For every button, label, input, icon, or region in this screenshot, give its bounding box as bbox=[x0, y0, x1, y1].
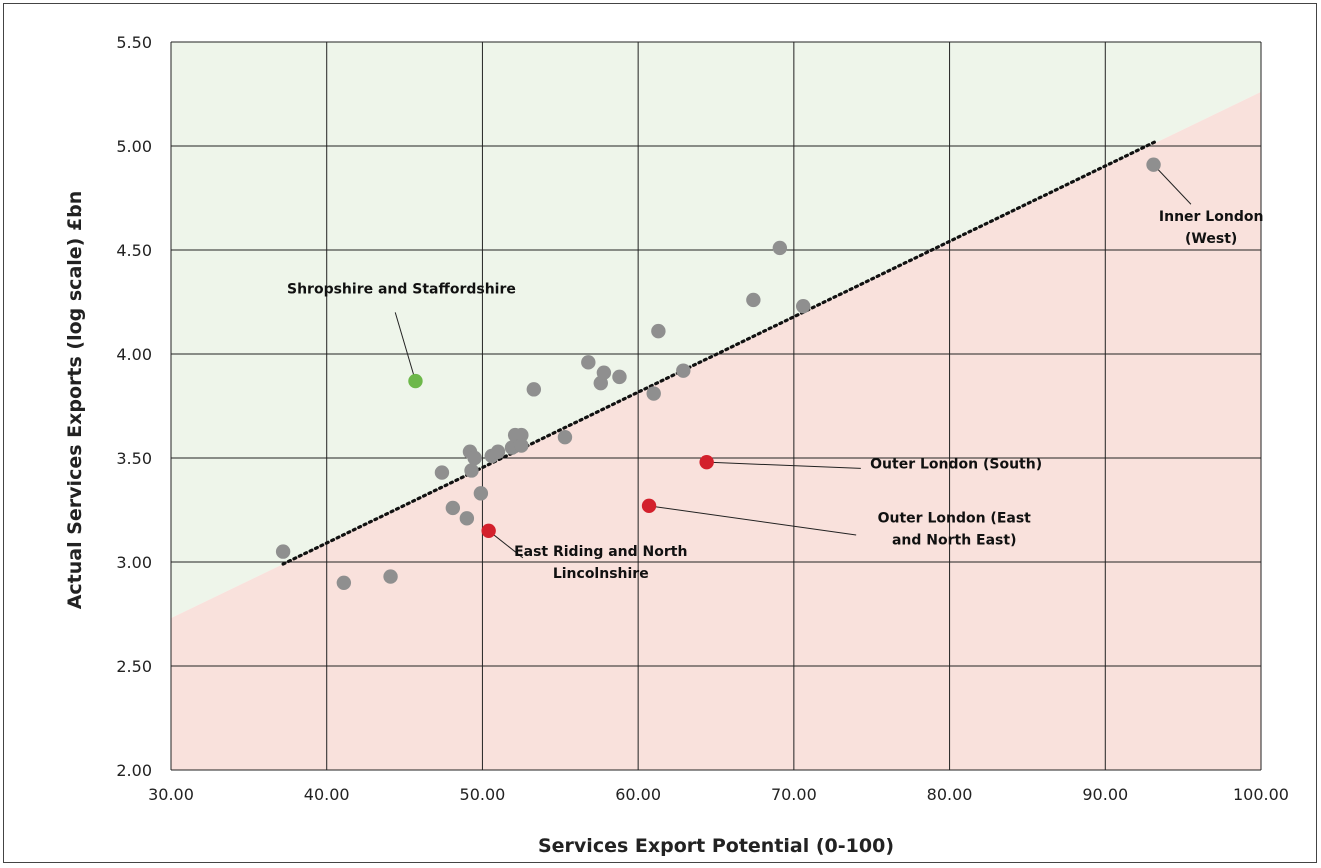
data-point bbox=[699, 454, 714, 470]
data-point bbox=[651, 323, 666, 339]
data-point bbox=[526, 382, 542, 397]
x-tick-label: 60.00 bbox=[615, 785, 661, 804]
y-tick-label: 4.00 bbox=[116, 345, 152, 364]
x-tick-label: 30.00 bbox=[148, 785, 194, 804]
data-point bbox=[275, 544, 291, 559]
annotation-line: Outer London (South) bbox=[870, 456, 1042, 472]
data-point bbox=[481, 523, 496, 538]
data-point bbox=[612, 369, 627, 385]
y-tick-label: 5.50 bbox=[116, 33, 152, 52]
x-axis-title: Services Export Potential (0-100) bbox=[538, 835, 894, 857]
x-tick-label: 50.00 bbox=[460, 785, 506, 804]
data-point bbox=[408, 373, 423, 389]
trendline-path bbox=[281, 140, 1157, 566]
data-point bbox=[514, 438, 529, 453]
data-point bbox=[1146, 157, 1161, 172]
annotation-line: Outer London (East bbox=[878, 510, 1032, 526]
data-point bbox=[581, 355, 596, 370]
leader-line bbox=[706, 461, 861, 469]
data-point bbox=[383, 569, 398, 584]
annotation-line: Shropshire and Staffordshire bbox=[287, 282, 516, 298]
data-point bbox=[746, 292, 761, 308]
x-tick-label: 70.00 bbox=[771, 785, 817, 804]
y-tick-label: 5.00 bbox=[116, 137, 152, 156]
y-axis-title: Actual Services Exports (log scale) £bn bbox=[64, 191, 86, 610]
y-tick-label: 2.50 bbox=[116, 657, 152, 676]
annotation-leaders bbox=[394, 164, 1192, 559]
annotation-label: Shropshire and Staffordshire bbox=[287, 282, 516, 298]
y-tick-label: 3.00 bbox=[116, 553, 152, 572]
y-tick-label: 2.00 bbox=[116, 761, 152, 780]
annotation-line: (West) bbox=[1185, 231, 1237, 247]
data-point bbox=[459, 511, 475, 526]
leader-line bbox=[488, 530, 524, 559]
annotation-line: Inner London bbox=[1159, 209, 1264, 225]
y-tick-label: 3.50 bbox=[116, 449, 152, 468]
annotation-line: East Riding and North bbox=[514, 544, 687, 560]
data-point bbox=[434, 465, 450, 480]
data-points bbox=[275, 157, 1161, 590]
data-point bbox=[641, 498, 657, 514]
annotation-label: East Riding and North Lincolnshire bbox=[514, 544, 687, 582]
data-point bbox=[490, 444, 506, 459]
data-point bbox=[557, 430, 573, 445]
region-below bbox=[171, 91, 1261, 771]
data-point bbox=[467, 450, 482, 466]
data-point bbox=[336, 575, 352, 590]
annotation-label: Inner London (West) bbox=[1159, 209, 1264, 247]
data-point bbox=[514, 427, 529, 443]
data-point bbox=[473, 486, 489, 501]
data-point bbox=[772, 240, 788, 256]
x-axis-ticks: 30.00 40.00 50.00 60.00 70.00 80.00 90.00 100.0… bbox=[148, 785, 1289, 804]
y-axis-ticks: 2.00 2.50 3.00 3.50 4.00 4.50 5.00 5.50 bbox=[116, 33, 152, 780]
x-tick-label: 100.00 bbox=[1233, 785, 1289, 804]
data-point bbox=[445, 500, 461, 516]
y-tick-label: 4.50 bbox=[116, 241, 152, 260]
annotation-label: Outer London (East and North East) bbox=[878, 510, 1032, 548]
plot-regions bbox=[171, 42, 1261, 771]
annotations: Shropshire and Staffordshire Inner London… bbox=[287, 209, 1263, 582]
x-tick-label: 90.00 bbox=[1082, 785, 1128, 804]
x-tick-label: 40.00 bbox=[304, 785, 350, 804]
annotation-label: Outer London (South) bbox=[870, 456, 1042, 472]
annotation-line: and North East) bbox=[892, 532, 1017, 548]
leader-line bbox=[1153, 164, 1192, 205]
data-point bbox=[676, 363, 691, 378]
annotation-line: Lincolnshire bbox=[553, 566, 649, 582]
data-point bbox=[596, 365, 612, 380]
trendline bbox=[281, 140, 1157, 566]
leader-line bbox=[394, 312, 416, 382]
grid-lines bbox=[170, 41, 1262, 771]
data-point bbox=[796, 298, 811, 314]
data-point bbox=[646, 386, 661, 401]
x-tick-label: 80.00 bbox=[927, 785, 973, 804]
leader-line bbox=[648, 505, 857, 536]
data-point bbox=[464, 463, 479, 478]
